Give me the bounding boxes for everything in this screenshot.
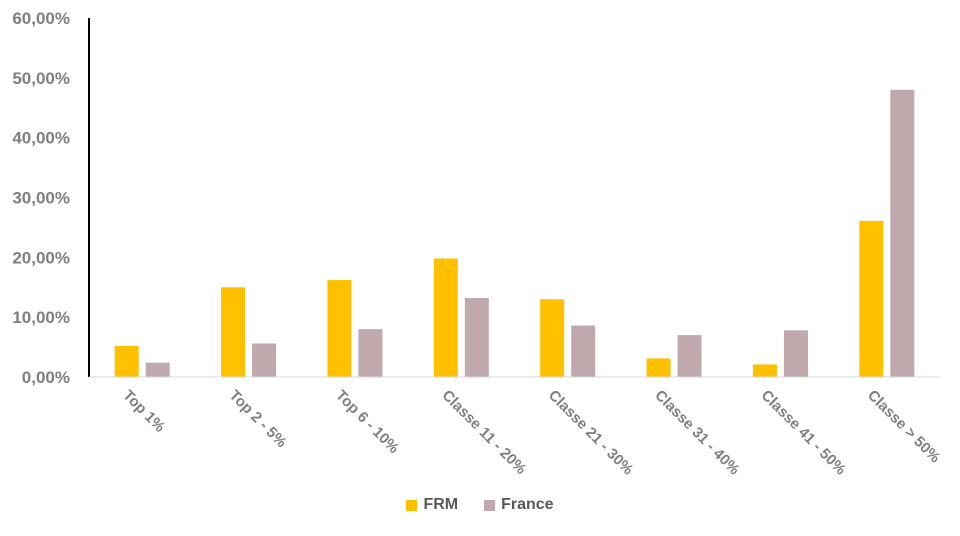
- x-tick-label: Top 1%: [119, 387, 168, 436]
- x-tick-label: Classe 21 - 30%: [545, 387, 637, 479]
- bar-france-2: [358, 329, 383, 377]
- bar-france-0: [145, 362, 170, 377]
- bar-frm-4: [540, 299, 565, 377]
- legend: FRM France: [0, 496, 960, 514]
- x-tick-label: Classe 31 - 40%: [651, 387, 743, 479]
- bar-france-5: [677, 335, 702, 377]
- legend-label-frm: FRM: [423, 496, 459, 513]
- bar-frm-6: [752, 364, 777, 377]
- bar-france-3: [464, 298, 489, 377]
- bar-france-1: [252, 343, 277, 377]
- x-tick-label: Classe > 50%: [864, 387, 944, 467]
- y-axis-ticks: 0,00% 10,00% 20,00% 30,00% 40,00% 50,00% 60,00…: [12, 9, 70, 387]
- bar-france-7: [890, 89, 915, 378]
- y-tick-label: 10,00%: [12, 308, 70, 327]
- y-tick-label: 40,00%: [12, 129, 70, 148]
- x-axis-ticks: Top 1% Top 2 - 5% Top 6 - 10% Classe 11 - 2…: [119, 387, 943, 479]
- bar-france-4: [571, 325, 596, 377]
- x-tick-label: Classe 41 - 50%: [758, 387, 850, 479]
- bar-france-6: [783, 330, 808, 377]
- x-tick-label: Top 6 - 10%: [332, 387, 402, 457]
- y-tick-label: 0,00%: [22, 368, 70, 387]
- y-tick-label: 20,00%: [12, 248, 70, 267]
- y-tick-label: 60,00%: [12, 9, 70, 28]
- bar-frm-0: [114, 345, 139, 377]
- x-tick-label: Classe 11 - 20%: [438, 387, 529, 478]
- bar-frm-1: [221, 287, 246, 377]
- bar-frm-5: [646, 358, 671, 377]
- bar-frm-7: [859, 220, 884, 377]
- legend-label-france: France: [501, 496, 554, 513]
- x-tick-label: Top 2 - 5%: [226, 387, 290, 451]
- legend-item-france: France: [484, 496, 554, 514]
- legend-item-frm: FRM: [406, 496, 458, 514]
- bar-frm-2: [327, 280, 352, 377]
- legend-swatch-france: [484, 499, 496, 511]
- y-tick-label: 30,00%: [12, 189, 70, 208]
- bar-frm-3: [433, 258, 458, 377]
- legend-swatch-frm: [406, 499, 418, 511]
- y-tick-label: 50,00%: [12, 69, 70, 88]
- bars-group: [114, 89, 915, 378]
